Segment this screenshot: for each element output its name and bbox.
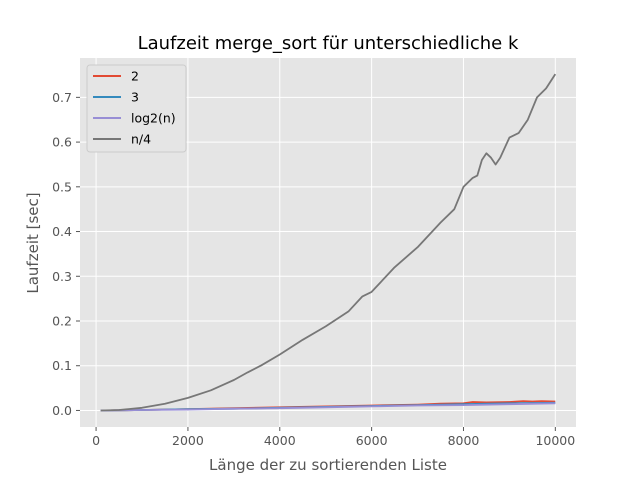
legend-box: [86, 64, 187, 153]
legend-label: 3: [131, 90, 139, 105]
x-tick-label: 6000: [356, 433, 388, 448]
y-tick-label: 0.6: [52, 135, 72, 150]
y-tick-label: 0.5: [52, 179, 72, 194]
x-tick-label: 8000: [448, 433, 480, 448]
y-tick-label: 0.2: [52, 313, 72, 328]
legend-label: log2(n): [131, 111, 176, 126]
legend-label: n/4: [131, 132, 151, 147]
legend: 2 3 log2(n) n/4: [86, 64, 187, 153]
x-tick-label: 2000: [172, 433, 204, 448]
ticks: 0 2000 4000 6000 8000 10000 0.0 0.1 0.2 0.3 0.4 0.5…: [52, 90, 575, 448]
x-tick-label: 0: [92, 433, 100, 448]
series-line: [100, 402, 556, 412]
series-lines: [100, 73, 557, 412]
y-tick-label: 0.3: [52, 269, 72, 284]
x-tick-label: 4000: [264, 433, 296, 448]
y-tick-label: 0.0: [52, 403, 72, 418]
y-axis-label: Laufzeit [sec]: [24, 192, 42, 293]
x-axis-label: Länge der zu sortierenden Liste: [209, 456, 447, 474]
legend-label: 2: [131, 69, 139, 84]
series-line: [100, 73, 557, 412]
y-tick-label: 0.1: [52, 358, 72, 373]
x-tick-label: 10000: [535, 433, 575, 448]
chart-title: Laufzeit merge_sort für unterschiedliche…: [138, 33, 519, 54]
grid: [80, 58, 576, 427]
y-tick-label: 0.4: [52, 224, 72, 239]
y-tick-label: 0.7: [52, 90, 72, 105]
